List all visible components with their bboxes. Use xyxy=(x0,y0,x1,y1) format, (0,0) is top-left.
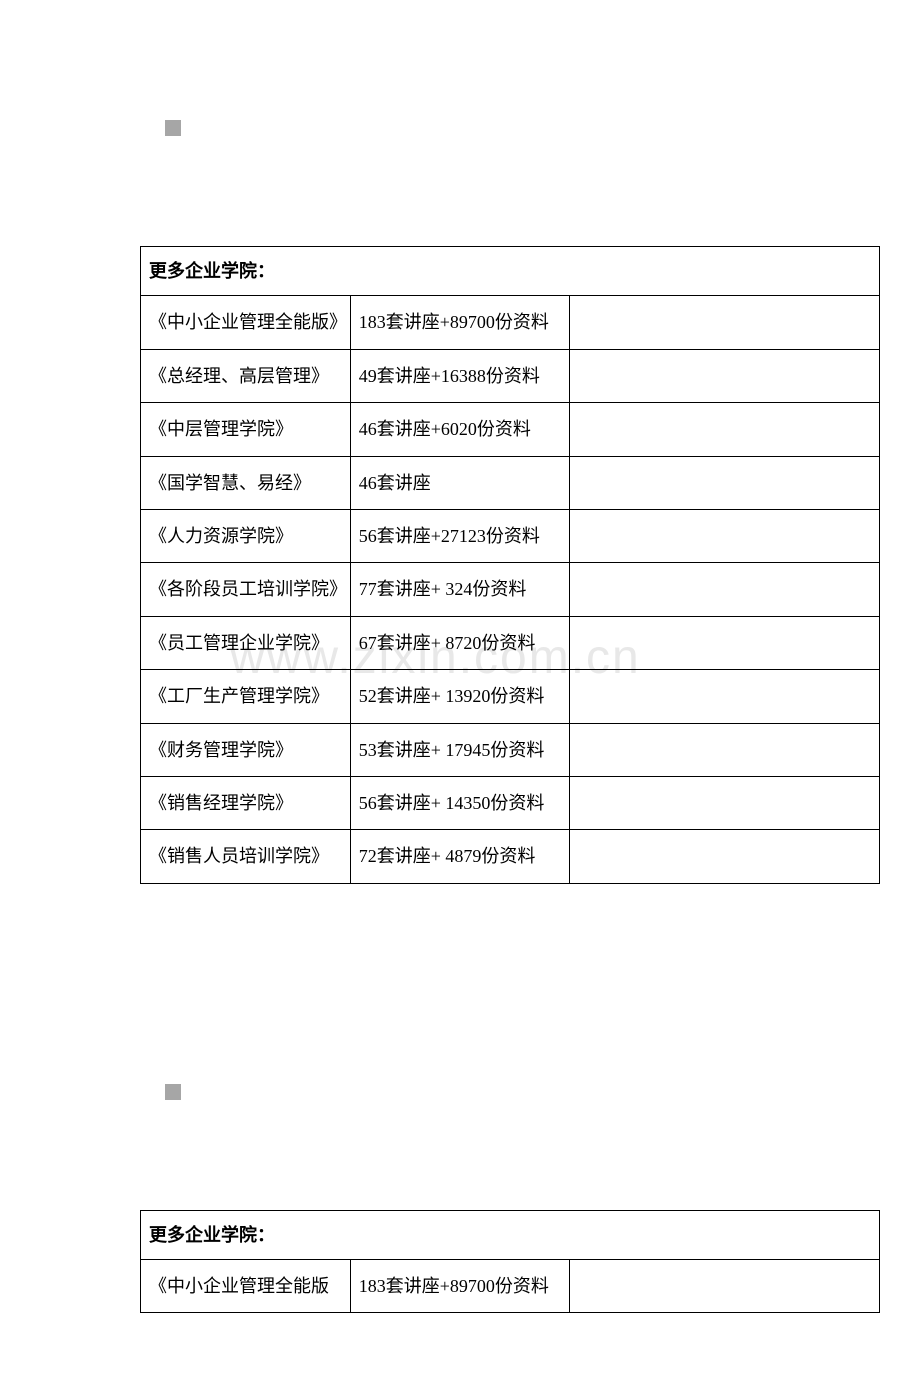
table-row: 《中小企业管理全能版 183套讲座+89700份资料 xyxy=(141,1260,880,1313)
course-content-cell: 67套讲座+ 8720份资料 xyxy=(350,616,570,669)
course-content-cell: 56套讲座+27123份资料 xyxy=(350,509,570,562)
table-row: 《人力资源学院》 56套讲座+27123份资料 xyxy=(141,509,880,562)
course-table-1: 更多企业学院： 《中小企业管理全能版》 183套讲座+89700份资料 《总经理… xyxy=(140,246,880,884)
table-row: 《各阶段员工培训学院》 77套讲座+ 324份资料 xyxy=(141,563,880,616)
table-row: 《国学智慧、易经》 46套讲座 xyxy=(141,456,880,509)
course-name-cell: 《各阶段员工培训学院》 xyxy=(141,563,351,616)
course-content-cell: 49套讲座+16388份资料 xyxy=(350,349,570,402)
course-extra-cell xyxy=(570,830,880,883)
table-header-row: 更多企业学院： xyxy=(141,1210,880,1259)
course-extra-cell xyxy=(570,1260,880,1313)
course-content-cell: 183套讲座+89700份资料 xyxy=(350,1260,570,1313)
table-row: 《总经理、高层管理》 49套讲座+16388份资料 xyxy=(141,349,880,402)
course-name-cell: 《国学智慧、易经》 xyxy=(141,456,351,509)
table-row: 《销售人员培训学院》 72套讲座+ 4879份资料 xyxy=(141,830,880,883)
course-name-cell: 《人力资源学院》 xyxy=(141,509,351,562)
course-extra-cell xyxy=(570,776,880,829)
course-content-cell: 46套讲座 xyxy=(350,456,570,509)
table-row: 《销售经理学院》 56套讲座+ 14350份资料 xyxy=(141,776,880,829)
course-name-cell: 《销售经理学院》 xyxy=(141,776,351,829)
course-content-cell: 56套讲座+ 14350份资料 xyxy=(350,776,570,829)
course-name-cell: 《总经理、高层管理》 xyxy=(141,349,351,402)
course-name-cell: 《中小企业管理全能版》 xyxy=(141,296,351,349)
course-content-cell: 72套讲座+ 4879份资料 xyxy=(350,830,570,883)
course-extra-cell xyxy=(570,616,880,669)
course-extra-cell xyxy=(570,403,880,456)
table-row: 《中小企业管理全能版》 183套讲座+89700份资料 xyxy=(141,296,880,349)
course-extra-cell xyxy=(570,456,880,509)
course-extra-cell xyxy=(570,670,880,723)
table-header-row: 更多企业学院： xyxy=(141,247,880,296)
course-name-cell: 《财务管理学院》 xyxy=(141,723,351,776)
course-extra-cell xyxy=(570,723,880,776)
course-name-cell: 《工厂生产管理学院》 xyxy=(141,670,351,723)
page-section-2: 更多企业学院： 《中小企业管理全能版 183套讲座+89700份资料 xyxy=(0,964,920,1393)
course-content-cell: 77套讲座+ 324份资料 xyxy=(350,563,570,616)
bullet-square-icon xyxy=(165,120,181,136)
course-extra-cell xyxy=(570,509,880,562)
course-name-cell: 《中小企业管理全能版 xyxy=(141,1260,351,1313)
table-header-cell: 更多企业学院： xyxy=(141,247,880,296)
course-content-cell: 183套讲座+89700份资料 xyxy=(350,296,570,349)
page-section-1: 更多企业学院： 《中小企业管理全能版》 183套讲座+89700份资料 《总经理… xyxy=(0,0,920,964)
course-content-cell: 53套讲座+ 17945份资料 xyxy=(350,723,570,776)
table-row: 《财务管理学院》 53套讲座+ 17945份资料 xyxy=(141,723,880,776)
table-row: 《中层管理学院》 46套讲座+6020份资料 xyxy=(141,403,880,456)
course-content-cell: 46套讲座+6020份资料 xyxy=(350,403,570,456)
course-name-cell: 《销售人员培训学院》 xyxy=(141,830,351,883)
table-header-cell: 更多企业学院： xyxy=(141,1210,880,1259)
table-row: 《工厂生产管理学院》 52套讲座+ 13920份资料 xyxy=(141,670,880,723)
course-extra-cell xyxy=(570,349,880,402)
course-extra-cell xyxy=(570,296,880,349)
table-row: 《员工管理企业学院》 67套讲座+ 8720份资料 xyxy=(141,616,880,669)
course-table-2: 更多企业学院： 《中小企业管理全能版 183套讲座+89700份资料 xyxy=(140,1210,880,1314)
course-extra-cell xyxy=(570,563,880,616)
course-name-cell: 《中层管理学院》 xyxy=(141,403,351,456)
bullet-square-icon xyxy=(165,1084,181,1100)
course-content-cell: 52套讲座+ 13920份资料 xyxy=(350,670,570,723)
course-name-cell: 《员工管理企业学院》 xyxy=(141,616,351,669)
